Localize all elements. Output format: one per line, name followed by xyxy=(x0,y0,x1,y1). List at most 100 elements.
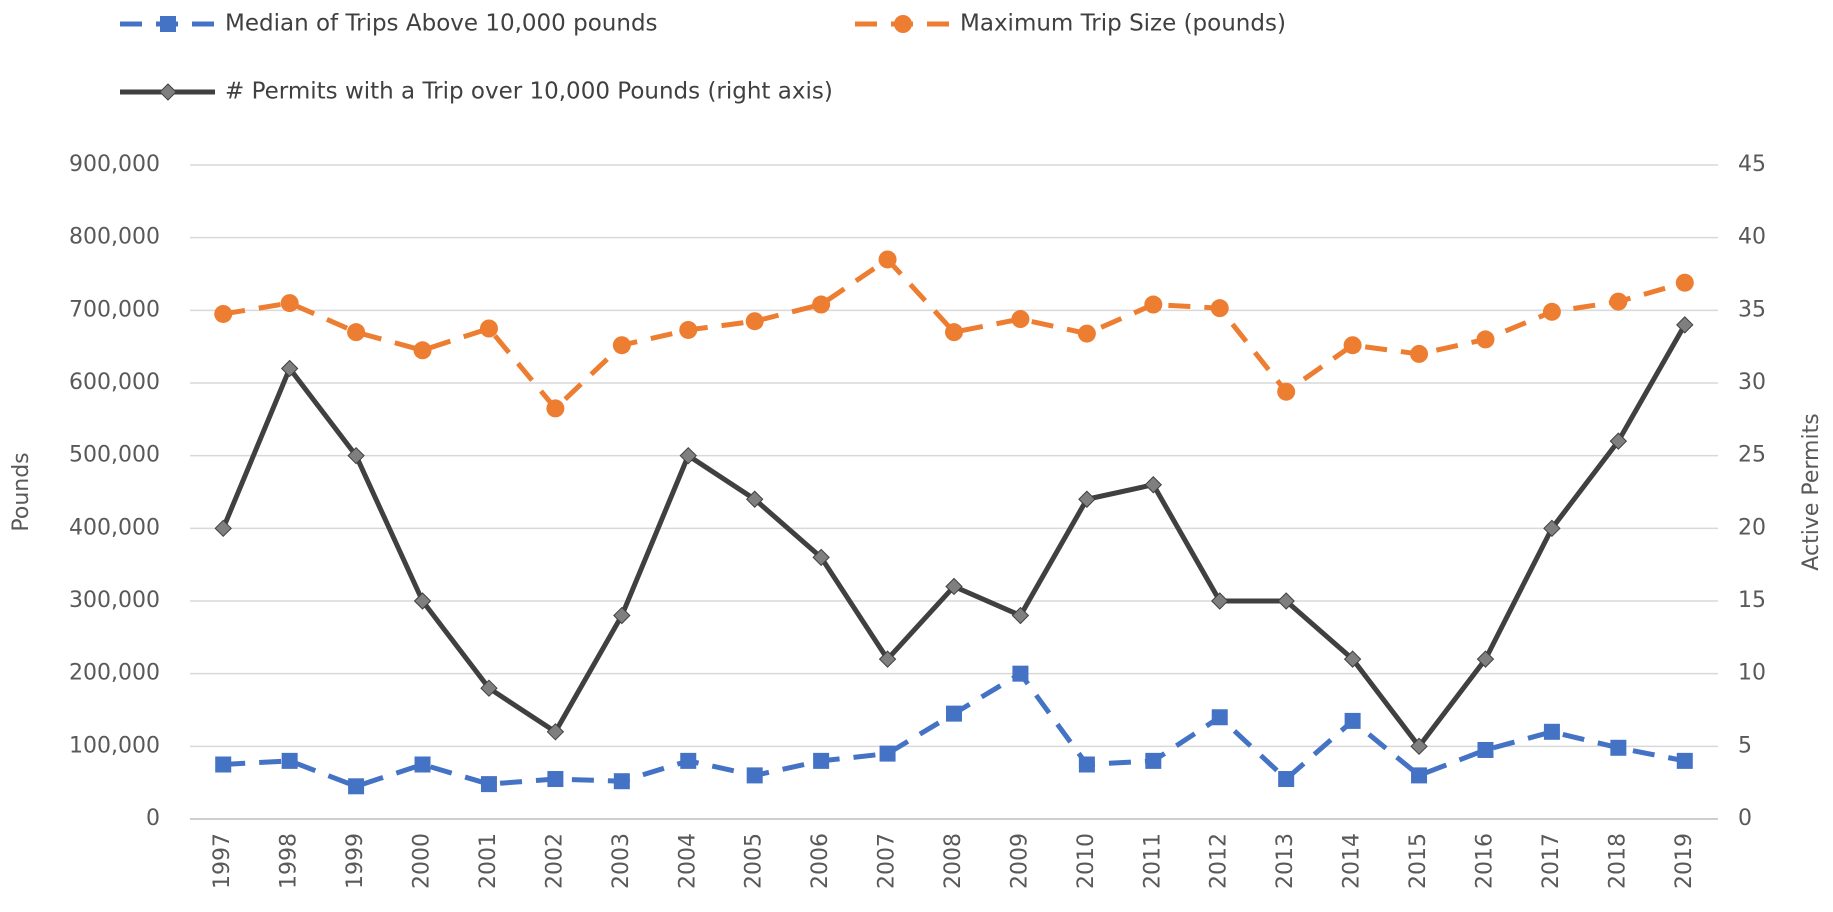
point xyxy=(480,776,497,793)
point xyxy=(1343,650,1362,668)
point xyxy=(745,490,764,508)
point xyxy=(1144,295,1163,314)
point xyxy=(1411,767,1428,784)
x-tick-label: 2011 xyxy=(1140,833,1165,889)
series-line xyxy=(223,670,1686,789)
y-tick-label: 500,000 xyxy=(69,443,160,468)
y2-tick-label: 5 xyxy=(1738,733,1752,758)
point xyxy=(613,606,631,625)
point xyxy=(1609,292,1628,311)
x-tick-label: 2009 xyxy=(1007,833,1032,889)
point xyxy=(945,577,963,596)
y-axis-label: Pounds xyxy=(9,452,34,531)
x-tick-label: 1998 xyxy=(277,833,302,889)
point xyxy=(1012,665,1029,682)
point xyxy=(414,756,431,773)
x-tick-label: 1997 xyxy=(210,833,235,889)
x-tick-label: 1999 xyxy=(343,833,368,889)
point xyxy=(1011,606,1030,625)
point xyxy=(1077,324,1096,343)
y2-tick-label: 45 xyxy=(1738,152,1766,177)
y2-tick-label: 20 xyxy=(1738,515,1766,540)
point xyxy=(1543,519,1561,538)
point xyxy=(1278,771,1295,788)
point xyxy=(1011,310,1030,329)
y2-tick-label: 25 xyxy=(1738,443,1766,468)
point xyxy=(1211,709,1228,726)
point xyxy=(1410,344,1429,363)
point xyxy=(280,294,299,313)
point xyxy=(746,767,763,784)
point xyxy=(1543,723,1560,740)
point xyxy=(347,446,365,465)
legend-marker xyxy=(894,15,912,33)
y2-tick-label: 40 xyxy=(1738,225,1766,250)
point xyxy=(546,723,565,741)
y-tick-label: 600,000 xyxy=(69,370,160,395)
point xyxy=(1477,741,1494,758)
x-tick-label: 2014 xyxy=(1340,833,1365,889)
point xyxy=(1144,476,1163,494)
point xyxy=(1542,302,1561,321)
y-tick-label: 700,000 xyxy=(69,297,160,322)
point xyxy=(1676,316,1694,334)
y-tick-label: 200,000 xyxy=(69,661,160,686)
series-line xyxy=(220,323,1687,751)
point xyxy=(215,756,232,773)
point xyxy=(1078,756,1095,773)
point xyxy=(945,323,963,342)
point xyxy=(1609,432,1628,450)
point xyxy=(214,304,233,323)
point xyxy=(878,650,897,668)
point xyxy=(1476,650,1495,668)
point xyxy=(613,773,630,790)
point xyxy=(1410,737,1428,756)
point xyxy=(1078,490,1096,508)
point xyxy=(813,752,830,769)
point xyxy=(413,341,432,360)
point xyxy=(280,359,299,378)
point xyxy=(612,336,631,355)
point xyxy=(479,319,498,338)
x-tick-label: 2013 xyxy=(1273,833,1298,889)
y2-tick-label: 10 xyxy=(1738,661,1766,686)
point xyxy=(1610,739,1627,756)
y-tick-label: 0 xyxy=(146,806,160,831)
point xyxy=(1277,592,1295,610)
y-tick-label: 400,000 xyxy=(69,515,160,540)
x-tick-label: 2007 xyxy=(875,833,900,889)
x-tick-label: 2016 xyxy=(1472,833,1497,889)
point xyxy=(745,312,764,331)
point xyxy=(946,705,962,722)
point xyxy=(1277,382,1296,401)
x-tick-label: 2017 xyxy=(1539,833,1564,889)
y-tick-label: 100,000 xyxy=(69,733,160,758)
legend-marker xyxy=(160,16,176,32)
point xyxy=(812,295,831,314)
point xyxy=(347,323,366,342)
y2-tick-label: 30 xyxy=(1738,370,1766,395)
point xyxy=(679,446,697,465)
x-tick-label: 2006 xyxy=(808,833,833,889)
point xyxy=(1145,752,1162,769)
point xyxy=(413,592,432,610)
y2-tick-label: 35 xyxy=(1738,297,1766,322)
x-tick-label: 2008 xyxy=(941,833,966,889)
y2-axis-label: Active Permits xyxy=(1799,413,1824,570)
point xyxy=(546,399,565,418)
legend-label: Maximum Trip Size (pounds) xyxy=(960,11,1286,37)
point xyxy=(1344,712,1361,729)
x-tick-label: 2003 xyxy=(609,833,634,889)
y2-tick-label: 0 xyxy=(1738,806,1752,831)
y2-tick-label: 15 xyxy=(1738,588,1766,613)
x-tick-label: 2001 xyxy=(476,833,501,889)
y-tick-label: 900,000 xyxy=(69,152,160,177)
series-line xyxy=(222,256,1686,413)
x-tick-label: 2005 xyxy=(742,833,767,889)
point xyxy=(1210,299,1229,318)
point xyxy=(281,752,298,769)
legend-marker xyxy=(159,83,177,101)
point xyxy=(1675,273,1694,292)
point xyxy=(547,771,564,788)
x-tick-label: 2018 xyxy=(1605,833,1630,889)
